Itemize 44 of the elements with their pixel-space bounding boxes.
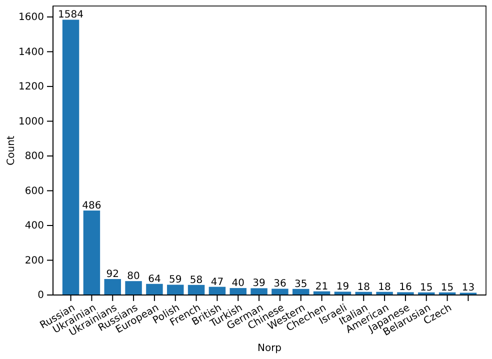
x-axis-title: Norp bbox=[257, 343, 282, 354]
bar bbox=[250, 288, 268, 295]
data-label: 13 bbox=[462, 282, 475, 294]
data-label: 21 bbox=[315, 281, 328, 292]
bar bbox=[167, 284, 184, 295]
y-tick-label: 600 bbox=[24, 186, 44, 197]
data-label: 35 bbox=[294, 278, 308, 290]
data-label: 1584 bbox=[58, 10, 84, 21]
bar bbox=[208, 286, 226, 295]
data-label: 59 bbox=[169, 274, 182, 286]
data-label: 15 bbox=[420, 282, 433, 294]
data-label: 16 bbox=[399, 282, 412, 294]
data-label: 15 bbox=[440, 282, 454, 294]
y-tick-label: 800 bbox=[24, 151, 44, 162]
data-label: 36 bbox=[274, 278, 286, 290]
data-label: 19 bbox=[336, 282, 350, 293]
data-label: 39 bbox=[252, 278, 266, 290]
y-tick-label: 200 bbox=[24, 255, 44, 266]
y-tick-label: 1600 bbox=[18, 12, 44, 24]
y-tick-label: 1200 bbox=[18, 82, 44, 93]
y-axis-title: Count bbox=[6, 136, 17, 166]
data-label: 58 bbox=[190, 274, 203, 286]
data-label: 18 bbox=[357, 282, 370, 293]
data-label: 80 bbox=[127, 271, 140, 282]
data-label: 486 bbox=[82, 200, 102, 212]
bar bbox=[104, 279, 121, 295]
data-label: 64 bbox=[148, 274, 161, 285]
y-tick-label: 1000 bbox=[18, 116, 44, 128]
bar bbox=[62, 20, 80, 295]
y-tick-label: 400 bbox=[24, 220, 44, 232]
data-label: 18 bbox=[378, 282, 391, 293]
bar bbox=[272, 288, 288, 295]
bar bbox=[83, 210, 100, 295]
bar bbox=[334, 292, 352, 295]
data-label: 47 bbox=[210, 276, 224, 288]
bar bbox=[188, 284, 205, 295]
data-label: 92 bbox=[106, 269, 119, 280]
bar bbox=[146, 284, 163, 295]
y-tick-label: 0 bbox=[38, 290, 44, 302]
bar bbox=[125, 281, 142, 295]
bar bbox=[397, 292, 414, 295]
data-label: 40 bbox=[232, 278, 244, 290]
bar bbox=[230, 288, 246, 295]
y-tick-label: 1400 bbox=[18, 46, 44, 58]
